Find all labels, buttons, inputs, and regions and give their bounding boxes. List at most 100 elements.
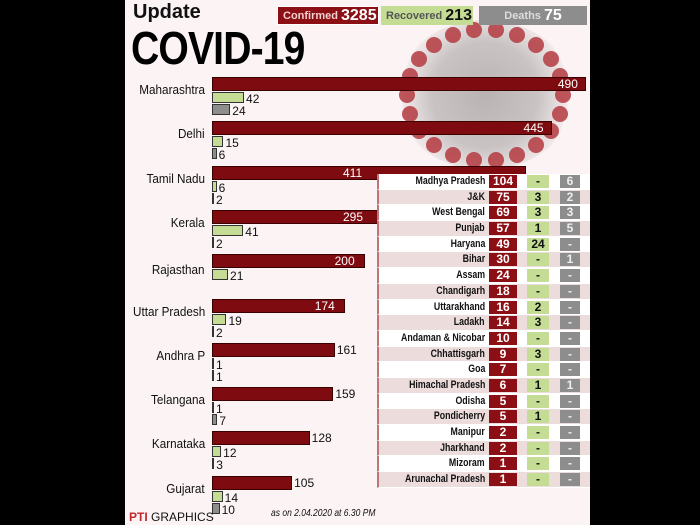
- deaths-bar: [212, 369, 214, 381]
- recovered-bar-label: 15: [225, 136, 239, 151]
- state-name: Haryana: [450, 237, 485, 250]
- recovered-cell: -: [527, 253, 549, 267]
- deaths-bar: [212, 458, 215, 470]
- deaths-cell: -: [560, 473, 580, 487]
- recovered-bar: [212, 180, 217, 192]
- table-row: Andaman & Nicobar 10- -: [377, 330, 590, 347]
- deaths-bar: [212, 192, 214, 204]
- deaths-bar: [212, 502, 220, 514]
- virus-spike: [555, 87, 571, 103]
- recovered-bar-label: 1: [216, 357, 223, 372]
- deaths-cell: -: [560, 410, 580, 424]
- table-row: Odisha 5- -: [377, 393, 590, 410]
- state-name: Uttarakhand: [433, 300, 485, 313]
- state-label: Telangana: [151, 392, 205, 408]
- deaths-cell: -: [560, 269, 580, 283]
- recovered-bar: [212, 313, 227, 325]
- virus-spike: [509, 26, 526, 43]
- recovered-bar: [212, 269, 229, 281]
- confirmed-bar-label: 159: [335, 387, 356, 402]
- recovered-bar: [212, 357, 214, 369]
- recovered-cell: -: [527, 331, 549, 345]
- table-row: West Bengal 69 3 3: [377, 205, 590, 222]
- virus-spike: [425, 136, 442, 153]
- recovered-cell: 24: [527, 237, 549, 251]
- state-name: Andaman & Nicobar: [400, 331, 485, 344]
- recovered-bar-label: 42: [246, 92, 260, 106]
- virus-spike: [399, 87, 415, 103]
- deaths-total-badge: Deaths 75: [479, 6, 587, 25]
- confirmed-cell: 104: [489, 175, 517, 188]
- table-row: Bihar 30-1: [377, 252, 590, 269]
- table-row: Arunachal Pradesh 1- -: [377, 472, 590, 488]
- confirmed-cell: 24: [489, 269, 517, 283]
- state-name: Punjab: [455, 222, 485, 235]
- deaths-label: Deaths: [504, 9, 541, 22]
- table-row: J&K 75 3 2: [377, 189, 590, 206]
- infographic: Update COVID-19 Confirmed 3285 Recovered 2…: [125, 0, 590, 525]
- deaths-bar-label: 24: [232, 104, 246, 118]
- table-row: Mizoram 1- -: [377, 456, 590, 473]
- recovered-cell: -: [527, 394, 549, 408]
- state-name: Jharkhand: [440, 441, 485, 454]
- state-name: Assam: [456, 269, 485, 282]
- confirmed-bar-label: 105: [294, 475, 315, 490]
- table-row: Punjab 57 1 5: [377, 221, 590, 237]
- table-row: Goa 7- -: [377, 362, 590, 378]
- state-label: Uttar Pradesh: [132, 303, 205, 319]
- virus-spike: [488, 152, 505, 169]
- state-label: Karnataka: [151, 436, 205, 452]
- recovered-cell: 3: [527, 347, 549, 361]
- confirmed-cell: 16: [489, 300, 517, 314]
- state-name: Mizoram: [449, 457, 485, 470]
- confirmed-bar-label: 174: [314, 298, 335, 313]
- confirmed-cell: 18: [489, 284, 517, 298]
- recovered-bar-label: 12: [223, 446, 237, 461]
- virus-spike: [411, 51, 428, 68]
- confirmed-cell: 10: [489, 331, 517, 345]
- confirmed-bar: [212, 387, 334, 402]
- recovered-cell: 2: [527, 300, 549, 314]
- table-row: Chandigarh 18- -: [377, 283, 590, 300]
- state-label: Andhra P: [156, 347, 205, 363]
- deaths-cell: -: [560, 457, 580, 471]
- page-title: COVID-19: [131, 22, 305, 74]
- confirmed-total: 3285: [341, 6, 377, 24]
- recovered-bar-label: 41: [245, 224, 259, 239]
- deaths-bar-label: 1: [216, 369, 223, 384]
- recovered-cell: 1: [527, 410, 549, 424]
- deaths-cell: -: [560, 237, 580, 251]
- state-name: Arunachal Pradesh: [404, 473, 485, 486]
- confirmed-total-badge: Confirmed 3285: [277, 6, 379, 25]
- confirmed-cell: 7: [489, 363, 517, 377]
- recovered-cell: 1: [527, 222, 549, 236]
- table-row: Assam 24- -: [377, 268, 590, 284]
- state-name: Manipur: [450, 426, 485, 438]
- state-label: Gujarat: [166, 480, 205, 496]
- recovered-cell: -: [527, 175, 549, 188]
- table-row: Himachal Pradesh 6 1 1: [377, 377, 590, 394]
- recovered-cell: 3: [527, 316, 549, 330]
- recovered-cell: -: [527, 363, 549, 377]
- table-row: Manipur 2- -: [377, 425, 590, 441]
- deaths-bar-label: 2: [216, 236, 223, 251]
- state-name: Goa: [467, 363, 485, 376]
- virus-spike: [465, 152, 482, 169]
- virus-spike: [402, 105, 419, 122]
- recovered-cell: -: [527, 441, 549, 455]
- virus-spike: [444, 147, 461, 164]
- confirmed-cell: 2: [489, 441, 517, 455]
- confirmed-cell: 2: [489, 426, 517, 439]
- table-row: Jharkhand 2- -: [377, 440, 590, 457]
- recovered-cell: -: [527, 473, 549, 487]
- recovered-cell: -: [527, 269, 549, 283]
- state-label: Rajasthan: [152, 262, 205, 278]
- confirmed-bar-label: 161: [336, 342, 357, 357]
- credit-text: GRAPHICS: [151, 510, 214, 524]
- confirmed-cell: 9: [489, 347, 517, 361]
- virus-spike: [444, 26, 461, 43]
- as-of-note: as on 2.04.2020 at 6.30 PM: [271, 508, 376, 519]
- state-label: Delhi: [178, 126, 205, 142]
- recovered-bar-label: 21: [230, 269, 244, 284]
- state-name: Chhattisgarh: [430, 347, 485, 360]
